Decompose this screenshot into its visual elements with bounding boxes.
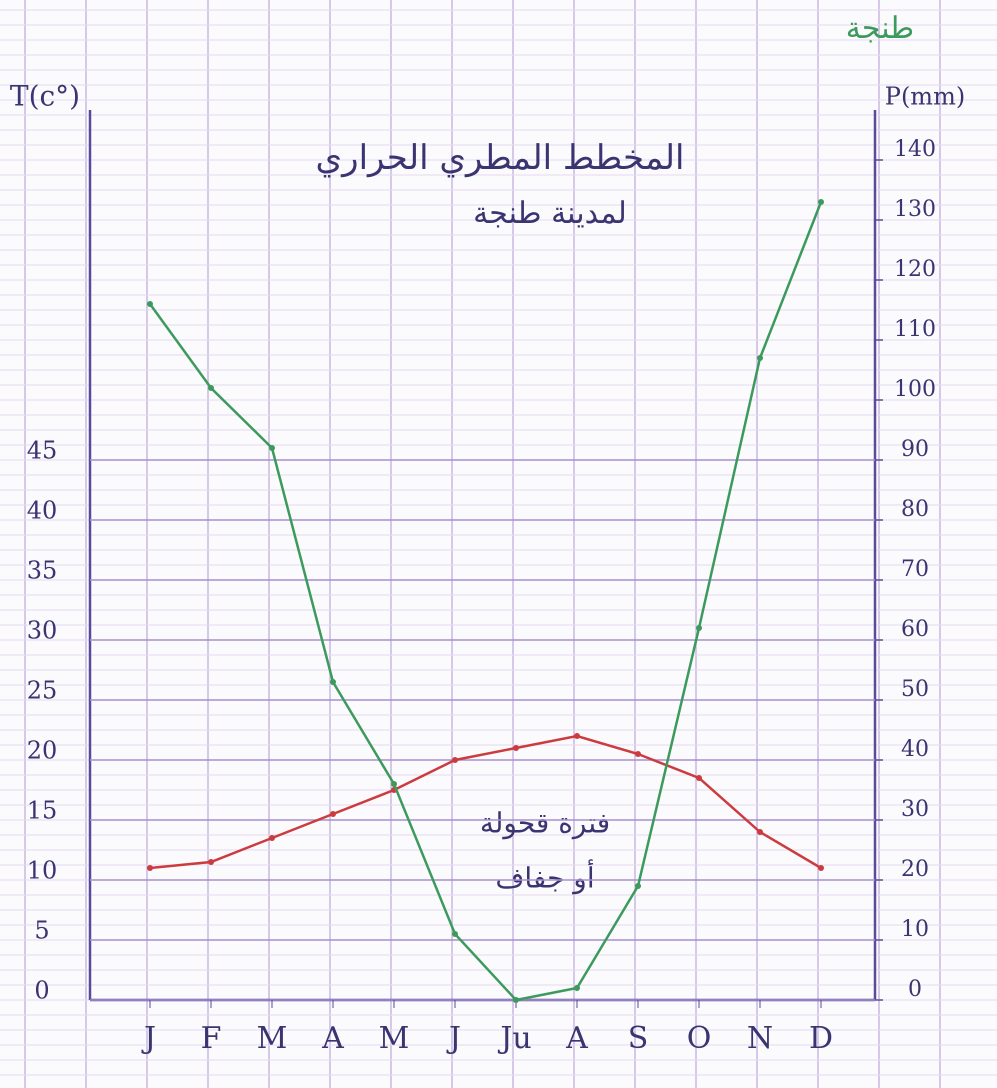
chart-subtitle: لمدينة طنجة	[473, 196, 627, 231]
y2-tick-label: 10	[901, 917, 929, 942]
point	[818, 199, 824, 205]
y2-tick-label: 70	[901, 557, 929, 582]
y-tick-label: 25	[27, 677, 58, 705]
x-tick-label: M	[379, 1021, 410, 1056]
y2-tick-label: 90	[901, 437, 929, 462]
y-tick-label: 30	[27, 617, 58, 645]
y2-tick-label: 20	[901, 857, 929, 882]
x-tick-label: O	[687, 1021, 712, 1056]
x-tick-label: A	[565, 1021, 588, 1056]
point	[818, 865, 824, 871]
x-tick-label: J	[141, 1021, 156, 1056]
y2-tick-label: 30	[901, 797, 929, 822]
y2-tick-label: 110	[894, 317, 936, 342]
point	[513, 997, 519, 1003]
point	[696, 775, 702, 781]
point	[757, 355, 763, 361]
y2-axis-label: P(mm)	[885, 83, 965, 111]
point	[208, 385, 214, 391]
y2-tick-label: 80	[901, 497, 929, 522]
y-tick-label: 10	[27, 857, 58, 885]
point	[452, 931, 458, 937]
point	[757, 829, 763, 835]
point	[452, 757, 458, 763]
y2-tick-label: 140	[894, 137, 936, 162]
annotation: فترة قحولة	[480, 807, 610, 840]
point	[330, 811, 336, 817]
x-tick-label: S	[628, 1021, 649, 1056]
point	[269, 835, 275, 841]
y2-tick-label: 60	[901, 617, 929, 642]
y2-tick-label: 100	[894, 377, 936, 402]
y-tick-label: 15	[27, 797, 58, 825]
y-tick-label: 5	[34, 917, 49, 945]
point	[147, 865, 153, 871]
page: طنجة المخطط المطري الحراري لمدينة طنجة T…	[0, 0, 997, 1088]
point	[574, 985, 580, 991]
x-tick-label: Ju	[497, 1021, 531, 1056]
x-tick-label: D	[809, 1021, 833, 1056]
x-tick-label: J	[446, 1021, 461, 1056]
point	[513, 745, 519, 751]
x-tick-label: F	[201, 1021, 222, 1056]
y2-tick-label: 120	[894, 257, 936, 282]
point	[208, 859, 214, 865]
x-tick-label: M	[257, 1021, 288, 1056]
y-tick-label: 0	[34, 977, 49, 1005]
y2-tick-label: 50	[901, 677, 929, 702]
chart: طنجة المخطط المطري الحراري لمدينة طنجة T…	[0, 0, 997, 1088]
point	[635, 883, 641, 889]
y2-tick-label: 40	[901, 737, 929, 762]
point	[391, 781, 397, 787]
y-tick-label: 40	[27, 497, 58, 525]
y-tick-label: 35	[27, 557, 58, 585]
y-axis-label: T(c°)	[10, 80, 80, 113]
y-tick-label: 20	[27, 737, 58, 765]
x-tick-label: N	[747, 1021, 773, 1056]
point	[269, 445, 275, 451]
point	[696, 625, 702, 631]
annotation: أو جفاف	[495, 860, 594, 895]
point	[635, 751, 641, 757]
point	[330, 679, 336, 685]
point	[574, 733, 580, 739]
point	[147, 301, 153, 307]
y2-tick-label: 0	[908, 977, 922, 1002]
corner-label: طنجة	[846, 11, 914, 46]
chart-title: المخطط المطري الحراري	[316, 138, 685, 178]
x-tick-label: A	[321, 1021, 344, 1056]
y-tick-label: 45	[27, 437, 58, 465]
y2-tick-label: 130	[894, 197, 936, 222]
